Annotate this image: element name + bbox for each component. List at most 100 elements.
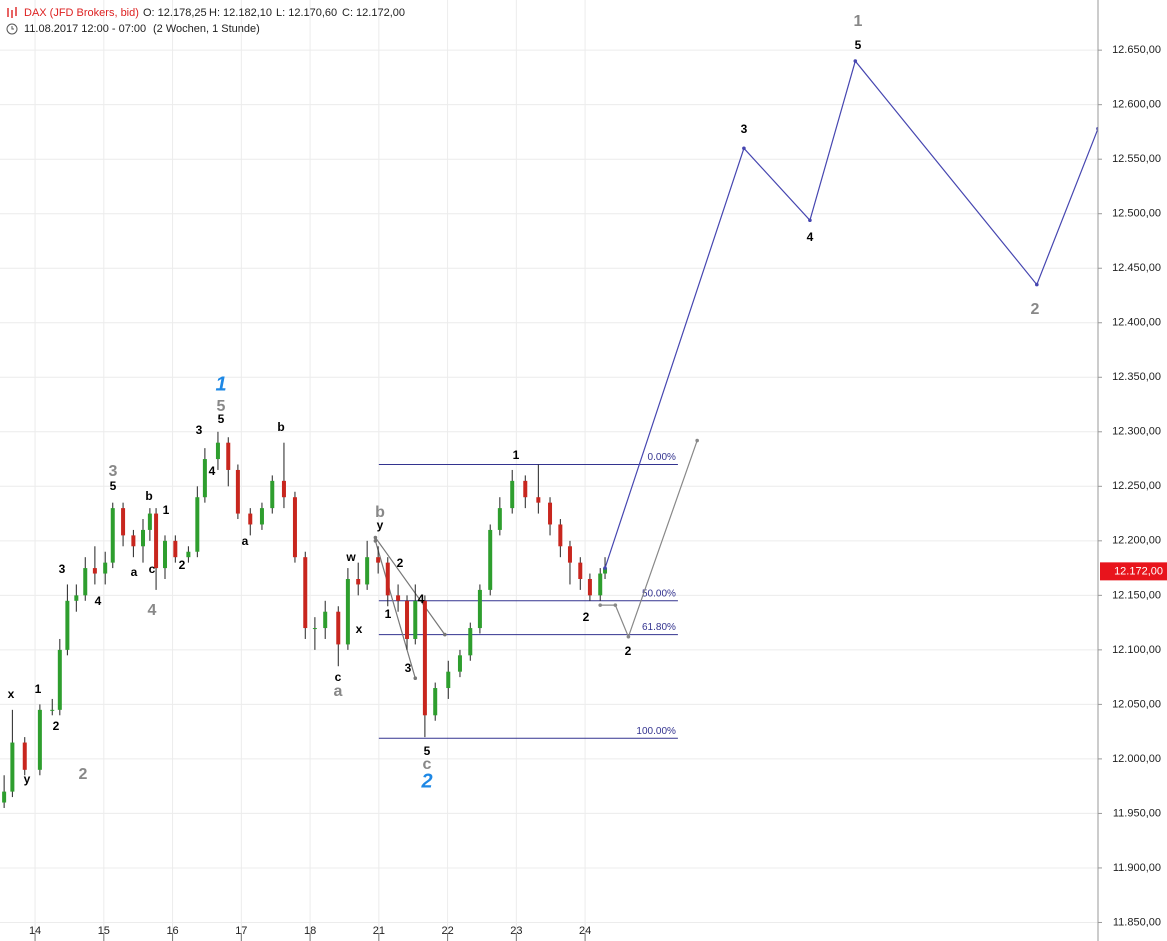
wave-label: 2	[1031, 301, 1040, 318]
timestamp: 11.08.2017 12:00 - 07:00	[24, 23, 146, 35]
chart-icon	[7, 7, 17, 18]
candle-body	[376, 557, 381, 563]
x-tick-label: 17	[235, 925, 247, 937]
wave-label: 1	[513, 448, 520, 462]
candle-body	[259, 508, 264, 525]
projection-line	[604, 59, 1099, 569]
wave-label: b	[375, 504, 385, 521]
header: DAX (JFD Brokers, bid) O: 12.178,25 H: 1…	[6, 7, 405, 35]
y-tick-label: 12.150,00	[1112, 589, 1161, 601]
period: (2 Wochen, 1 Stunde)	[153, 23, 260, 35]
x-tick-label: 23	[510, 925, 522, 937]
candle-body	[303, 557, 308, 629]
candle-body	[356, 578, 361, 585]
instrument: DAX (JFD Brokers, bid)	[24, 7, 139, 19]
x-tick-label: 18	[304, 925, 316, 937]
candle-body	[147, 513, 152, 530]
candle-body	[365, 557, 370, 585]
trendline-point	[373, 539, 378, 543]
x-tick-label: 16	[166, 925, 178, 937]
wave-label: c	[423, 756, 432, 773]
candle-body	[567, 546, 572, 563]
y-tick-label: 12.600,00	[1112, 99, 1161, 111]
wave-label: a	[131, 565, 138, 579]
candle-body	[186, 551, 191, 558]
y-tick-label: 11.950,00	[1113, 807, 1161, 819]
candle-body	[202, 459, 207, 498]
wave-label: 2	[179, 558, 186, 572]
alt-projection-line-point	[695, 438, 699, 443]
candle-body	[65, 600, 70, 650]
wave-label: 4	[418, 592, 425, 606]
wave-label: 2	[625, 644, 632, 658]
wave-label: x	[356, 622, 363, 636]
alt-projection-line-point	[613, 603, 618, 607]
candle-body	[345, 578, 350, 645]
projection-line-point	[853, 59, 858, 63]
axis-panel	[1098, 0, 1167, 941]
wave-label: 2	[420, 770, 432, 792]
y-tick-label: 12.000,00	[1112, 753, 1161, 765]
candle-body	[281, 480, 286, 498]
last-price-tag	[1100, 562, 1167, 581]
wave-label: 4	[209, 464, 216, 478]
candle-body	[83, 568, 88, 596]
wave-label: 5	[110, 479, 117, 493]
wave-label: 5	[424, 744, 431, 758]
candle-body	[558, 524, 563, 547]
candle-body	[37, 709, 42, 770]
projection-line-point	[1035, 282, 1039, 287]
candle-body	[603, 568, 608, 574]
candle-body	[292, 497, 297, 558]
x-tick-label: 24	[579, 925, 591, 937]
candle-body	[422, 600, 427, 716]
candle-body	[548, 502, 553, 525]
candle-body	[141, 529, 146, 547]
candle-body	[235, 469, 240, 514]
clock-icon	[6, 23, 18, 35]
wave-label: 2	[79, 766, 88, 783]
wave-label: 3	[59, 562, 66, 576]
trendline-point	[413, 676, 418, 681]
wave-label: 1	[854, 13, 863, 30]
y-tick-label: 12.350,00	[1112, 371, 1161, 383]
candle-body	[22, 742, 27, 770]
alt-projection-line	[600, 440, 698, 639]
alt-projection-line-point	[598, 603, 603, 607]
candle-body	[312, 628, 317, 630]
y-tick-label: 12.100,00	[1112, 644, 1161, 656]
candle-body	[413, 600, 418, 639]
fib-label: 50.00%	[642, 588, 676, 599]
wave-label: 3	[741, 122, 748, 136]
candle-body	[336, 611, 341, 645]
y-tick-label: 12.250,00	[1112, 480, 1161, 492]
candle-body	[446, 671, 451, 689]
candle-body	[385, 562, 390, 596]
wave-label: 1	[163, 503, 170, 517]
wave-label: a	[334, 683, 343, 700]
candle-body	[131, 535, 136, 547]
ohlc-close: C: 12.172,00	[342, 7, 405, 19]
candle-body	[405, 600, 410, 639]
candle-body	[92, 568, 97, 574]
wave-label: w	[345, 550, 356, 564]
candle-body	[587, 578, 592, 596]
fib-label: 0.00%	[648, 452, 676, 463]
candle-body	[74, 595, 79, 601]
y-tick-label: 12.450,00	[1112, 262, 1161, 274]
wave-label: 5	[217, 398, 226, 415]
wave-label: 2	[583, 610, 590, 624]
trendline	[374, 540, 416, 679]
candle-body	[598, 573, 603, 596]
wave-label: 3	[196, 423, 203, 437]
trendline-point	[373, 535, 378, 540]
candle-body	[523, 480, 528, 498]
candle-body	[477, 589, 482, 629]
wave-label: 1	[385, 607, 392, 621]
candle-body	[57, 649, 62, 710]
candle-body	[468, 628, 473, 656]
y-tick-label: 12.500,00	[1112, 208, 1161, 220]
